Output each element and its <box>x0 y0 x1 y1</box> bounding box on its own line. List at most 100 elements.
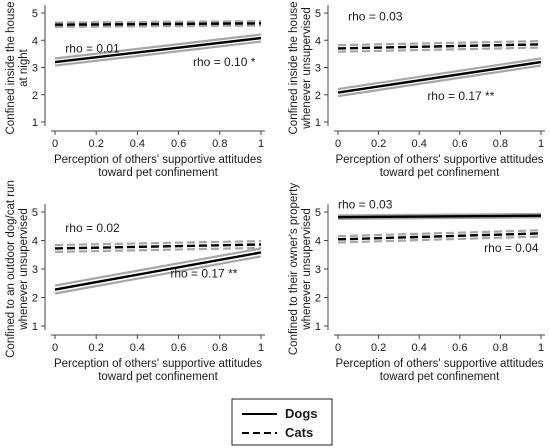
y-axis-title-line-2: whenever unsupervised <box>301 208 313 330</box>
x-tick-label: 0.6 <box>452 342 467 354</box>
x-tick-label: 0.6 <box>452 138 467 150</box>
x-axis-title-line-2: toward pet confinement <box>98 167 218 179</box>
ci-lower-cats <box>54 24 262 28</box>
x-tick-label: 0.8 <box>493 342 508 354</box>
x-tick-label: 0.8 <box>212 138 227 150</box>
y-tick-label: 2 <box>315 293 321 305</box>
legend-frame <box>231 398 333 446</box>
rho-annotation: rho = 0.03 <box>348 10 403 24</box>
series-line-cats <box>54 22 262 26</box>
x-tick-label: 0.8 <box>212 342 227 354</box>
y-tick-label: 2 <box>32 293 38 305</box>
panel-3: 1 2 3 4 5 0 0.2 0.4 0.6 0.8 1 Perception of others'… <box>5 180 265 383</box>
ci-upper-cats <box>54 239 262 247</box>
x-axis-title-line-2: toward pet confinement <box>98 371 218 383</box>
y-tick-label: 2 <box>32 90 38 102</box>
series-line-cats <box>337 43 542 50</box>
series-line-dogs <box>337 214 542 219</box>
x-tick-label: 0.8 <box>493 138 508 150</box>
ci-lower-dogs <box>54 255 262 295</box>
rho-annotation: rho = 0.17 ** <box>427 89 494 103</box>
x-tick-label: 0.4 <box>412 342 427 354</box>
y-axis-title-line-1: Confined to their owner's property <box>288 183 300 355</box>
x-axis-title-line-1: Perception of others' supportive attitud… <box>54 154 262 166</box>
panels: 1 2 3 4 5 0 0.2 0.4 0.6 0.8 1 Perception of others'… <box>5 2 545 383</box>
rho-annotation: rho = 0.02 <box>65 221 120 235</box>
y-axis-title-line-1: Confined inside the house <box>288 2 300 135</box>
y-tick-label: 5 <box>32 207 38 219</box>
y-axis-title-line-2: at night <box>18 48 30 87</box>
series-line-cats <box>54 243 262 250</box>
x-tick-label: 1 <box>538 342 544 354</box>
ci-upper-cats <box>337 39 542 47</box>
legend-dogs-label: Dogs <box>285 406 318 421</box>
x-tick-label: 0.2 <box>371 342 386 354</box>
y-tick-label: 4 <box>315 236 321 248</box>
y-tick-label: 5 <box>315 207 321 219</box>
ci-upper-dogs <box>54 247 262 287</box>
ci-upper-cats <box>337 229 542 238</box>
y-axis-title-line-2: whenever unsupervised <box>301 7 313 129</box>
y-tick-label: 3 <box>32 63 38 75</box>
y-tick-label: 3 <box>32 264 38 276</box>
panel-4: 1 2 3 4 5 0 0.2 0.4 0.6 0.8 1 Perception of others'… <box>288 183 545 383</box>
rho-annotation: rho = 0.03 <box>338 198 393 212</box>
ci-upper-dogs <box>54 33 262 60</box>
y-tick-label: 1 <box>315 321 321 333</box>
x-tick-label: 0 <box>335 342 341 354</box>
legend-box: Dogs Cats <box>231 398 333 446</box>
ci-lower-cats <box>54 246 262 253</box>
x-tick-label: 1 <box>538 138 544 150</box>
ci-upper-dogs <box>337 212 542 217</box>
ci-lower-cats <box>337 235 542 244</box>
y-tick-label: 4 <box>315 35 321 47</box>
rho-annotation: rho = 0.17 ** <box>170 267 237 281</box>
legend-cats-label: Cats <box>285 425 313 440</box>
y-tick-label: 1 <box>32 117 38 129</box>
ci-upper-dogs <box>337 57 542 91</box>
ci-lower-dogs <box>54 40 262 67</box>
y-tick-label: 3 <box>315 264 321 276</box>
series-line-cats <box>337 232 542 241</box>
x-tick-label: 0.4 <box>130 138 145 150</box>
x-axis-title-line-1: Perception of others' supportive attitud… <box>335 358 543 370</box>
rho-annotation: rho = 0.01 <box>65 42 120 56</box>
x-tick-label: 0 <box>335 138 341 150</box>
x-tick-label: 1 <box>258 138 264 150</box>
x-tick-label: 0.2 <box>89 342 104 354</box>
rho-annotation: rho = 0.04 <box>484 241 539 255</box>
x-axis-title-line-2: toward pet confinement <box>380 371 500 383</box>
ci-lower-dogs <box>337 216 542 220</box>
y-tick-label: 1 <box>315 117 321 129</box>
x-tick-label: 0.2 <box>89 138 104 150</box>
x-axis-title-line-1: Perception of others' supportive attitud… <box>54 358 262 370</box>
series-line-dogs <box>54 251 262 291</box>
series-line-dogs <box>54 36 262 64</box>
y-tick-label: 4 <box>32 236 38 248</box>
rho-annotation: rho = 0.10 * <box>193 55 256 69</box>
x-tick-label: 1 <box>258 342 264 354</box>
y-tick-label: 4 <box>32 35 38 47</box>
x-axis-title-line-2: toward pet confinement <box>380 167 500 179</box>
y-tick-label: 5 <box>32 8 38 20</box>
x-tick-label: 0.6 <box>171 138 186 150</box>
ci-lower-cats <box>337 46 542 53</box>
x-tick-label: 0.6 <box>171 342 186 354</box>
panel-2: 1 2 3 4 5 0 0.2 0.4 0.6 0.8 1 Perception of others'… <box>288 2 545 179</box>
series-line-dogs <box>337 60 542 94</box>
x-tick-label: 0 <box>52 342 58 354</box>
y-tick-label: 3 <box>315 63 321 75</box>
x-tick-label: 0.2 <box>371 138 386 150</box>
y-axis-title-line-2: whenever unsupervised <box>18 208 30 330</box>
y-tick-label: 2 <box>315 90 321 102</box>
panel-1: 1 2 3 4 5 0 0.2 0.4 0.6 0.8 1 Perception of others'… <box>5 2 265 179</box>
y-tick-label: 5 <box>315 8 321 20</box>
x-tick-label: 0.4 <box>130 342 145 354</box>
x-axis-title-line-1: Perception of others' supportive attitud… <box>335 154 543 166</box>
x-tick-label: 0.4 <box>412 138 427 150</box>
y-axis-title-line-1: Confined to an outdoor dog/cat run <box>5 180 17 358</box>
y-axis-title-line-1: Confined inside the house <box>5 2 17 135</box>
x-tick-label: 0 <box>52 138 58 150</box>
ci-upper-cats <box>54 20 262 24</box>
